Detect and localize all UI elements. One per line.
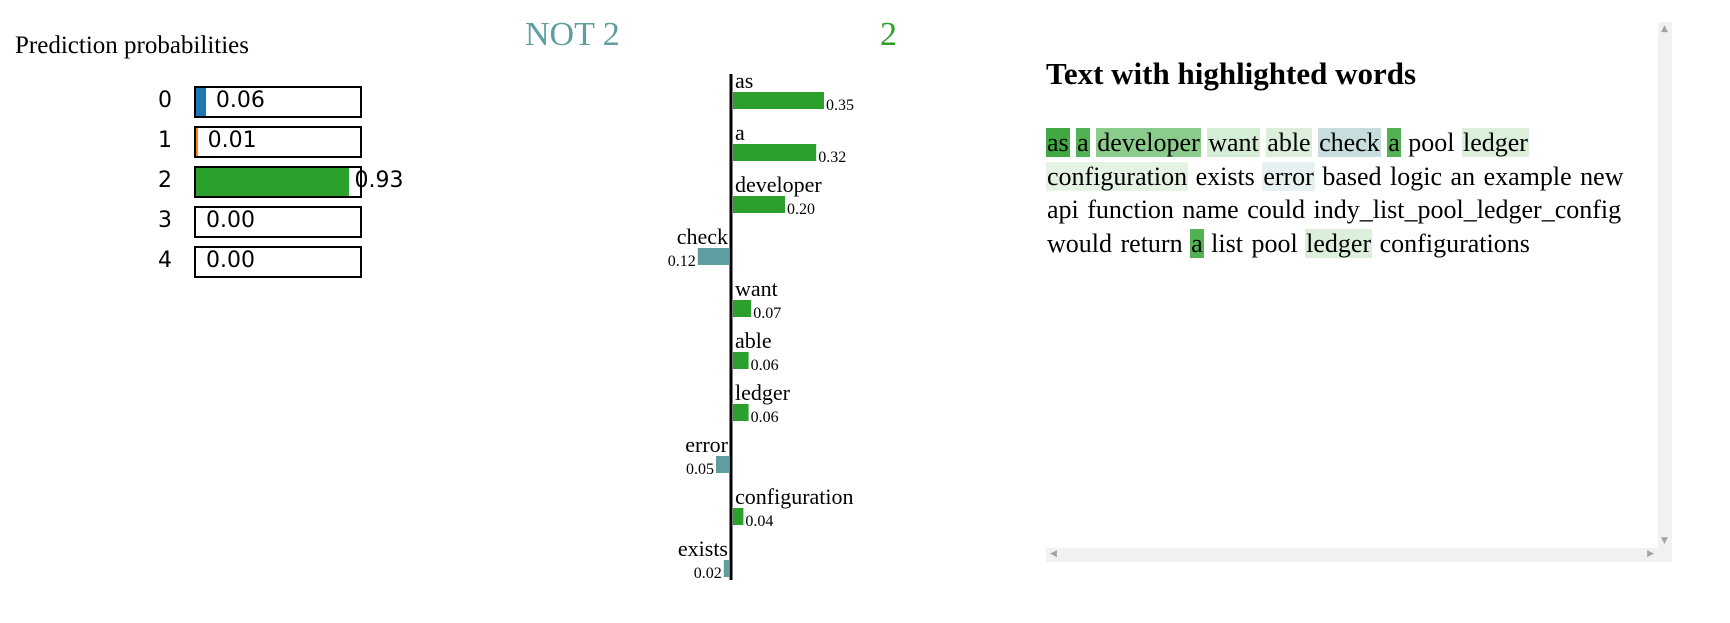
text-token: based — [1322, 161, 1382, 191]
probability-bar-outline — [194, 206, 362, 238]
feature-label: check — [677, 224, 728, 249]
text-token: name — [1182, 195, 1239, 224]
text-token: a — [1076, 128, 1090, 157]
probability-bar-outline — [194, 246, 362, 278]
positive-class-title: 2 — [880, 16, 897, 53]
text-token: new — [1580, 161, 1624, 191]
text-token: indy_list_pool_ledger_config — [1313, 195, 1622, 224]
probability-bar-fill — [196, 88, 206, 116]
text-token: configurations — [1379, 228, 1530, 258]
probability-class-label: 1 — [158, 128, 172, 153]
text-token: would — [1047, 228, 1112, 258]
feature-value: 0.04 — [745, 513, 773, 530]
text-token: logic — [1390, 161, 1443, 191]
feature-bar — [733, 144, 817, 161]
probability-value: 0.00 — [206, 248, 255, 273]
text-token: ledger — [1462, 128, 1529, 157]
text-token: developer — [1096, 128, 1201, 157]
feature-bar — [733, 92, 824, 109]
negative-class-title: NOT 2 — [525, 16, 620, 53]
feature-label: as — [735, 68, 753, 93]
probability-value: 0.06 — [215, 88, 265, 113]
text-token: able — [1266, 128, 1312, 157]
feature-value: 0.20 — [787, 201, 815, 218]
text-token: an — [1450, 161, 1476, 191]
feature-value: 0.12 — [668, 253, 696, 270]
probability-value: 0.01 — [207, 128, 257, 153]
feature-bar — [723, 560, 729, 577]
highlighted-text-title: Text with highlighted words — [1046, 56, 1417, 91]
probability-bar-outline — [194, 86, 362, 118]
scroll-down-icon[interactable]: ▼ — [1661, 536, 1668, 546]
feature-bar — [697, 248, 729, 265]
feature-value: 0.07 — [753, 305, 781, 322]
feature-bar — [733, 352, 749, 369]
probability-bar-outline — [194, 166, 362, 198]
text-token: check — [1318, 128, 1381, 157]
text-token: return — [1120, 228, 1183, 258]
feature-label: error — [685, 432, 728, 457]
probability-class-label: 3 — [158, 208, 172, 233]
feature-value: 0.06 — [751, 357, 779, 374]
feature-value: 0.02 — [694, 565, 722, 582]
feature-label: ledger — [735, 380, 791, 405]
feature-bar — [733, 508, 744, 525]
feature-bar — [716, 456, 729, 473]
feature-value: 0.06 — [751, 409, 779, 426]
text-token: list — [1211, 228, 1243, 258]
highlighted-text-panel[interactable]: Text with highlighted words as a develop… — [1046, 22, 1672, 562]
probability-class-label: 2 — [158, 168, 172, 193]
feature-bar — [733, 404, 749, 421]
vertical-scrollbar[interactable]: ▲ ▼ — [1658, 22, 1672, 562]
feature-value: 0.32 — [818, 149, 846, 166]
text-token: a — [1387, 128, 1401, 157]
feature-label: able — [735, 328, 772, 353]
text-token: configuration — [1046, 161, 1189, 191]
probability-bar-outline — [194, 126, 362, 158]
scroll-up-icon[interactable]: ▲ — [1661, 24, 1668, 34]
feature-label: a — [735, 120, 745, 145]
scroll-right-icon[interactable]: ▶ — [1647, 549, 1654, 559]
text-token: pool — [1408, 128, 1455, 157]
text-token: as — [1046, 128, 1070, 157]
probability-bar-fill — [196, 168, 349, 196]
feature-bar — [733, 196, 785, 213]
text-token: error — [1262, 161, 1315, 191]
text-token: want — [1207, 128, 1260, 157]
text-token: exists — [1195, 161, 1255, 191]
highlighted-text-body: as a developer want able check a pool le… — [1046, 126, 1646, 260]
feature-value: 0.35 — [826, 97, 854, 114]
text-token: could — [1247, 195, 1305, 224]
probability-value: 0.00 — [206, 208, 255, 233]
horizontal-scrollbar[interactable]: ◀ ▶ — [1046, 548, 1658, 562]
text-token: a — [1190, 228, 1204, 258]
feature-label: exists — [678, 536, 728, 561]
text-token: example — [1483, 161, 1572, 191]
feature-weights-chart: as 0.35 a 0.32 developer 0.20 check 0.12 want 0.0… — [668, 68, 854, 582]
text-token: api — [1047, 195, 1079, 224]
feature-label: want — [735, 276, 778, 301]
text-token: function — [1087, 195, 1174, 224]
text-token: ledger — [1305, 228, 1373, 258]
prediction-probabilities-title: Prediction probabilities — [15, 32, 249, 59]
feature-bar — [733, 300, 752, 317]
probability-value: 0.93 — [354, 168, 404, 193]
probability-bar-fill — [196, 128, 198, 156]
feature-label: developer — [735, 172, 822, 197]
text-token: pool — [1251, 228, 1298, 258]
probability-class-label: 0 — [158, 88, 172, 113]
probability-class-label: 4 — [158, 248, 172, 273]
scroll-left-icon[interactable]: ◀ — [1050, 549, 1057, 559]
feature-label: configuration — [735, 484, 854, 509]
feature-value: 0.05 — [686, 461, 714, 478]
